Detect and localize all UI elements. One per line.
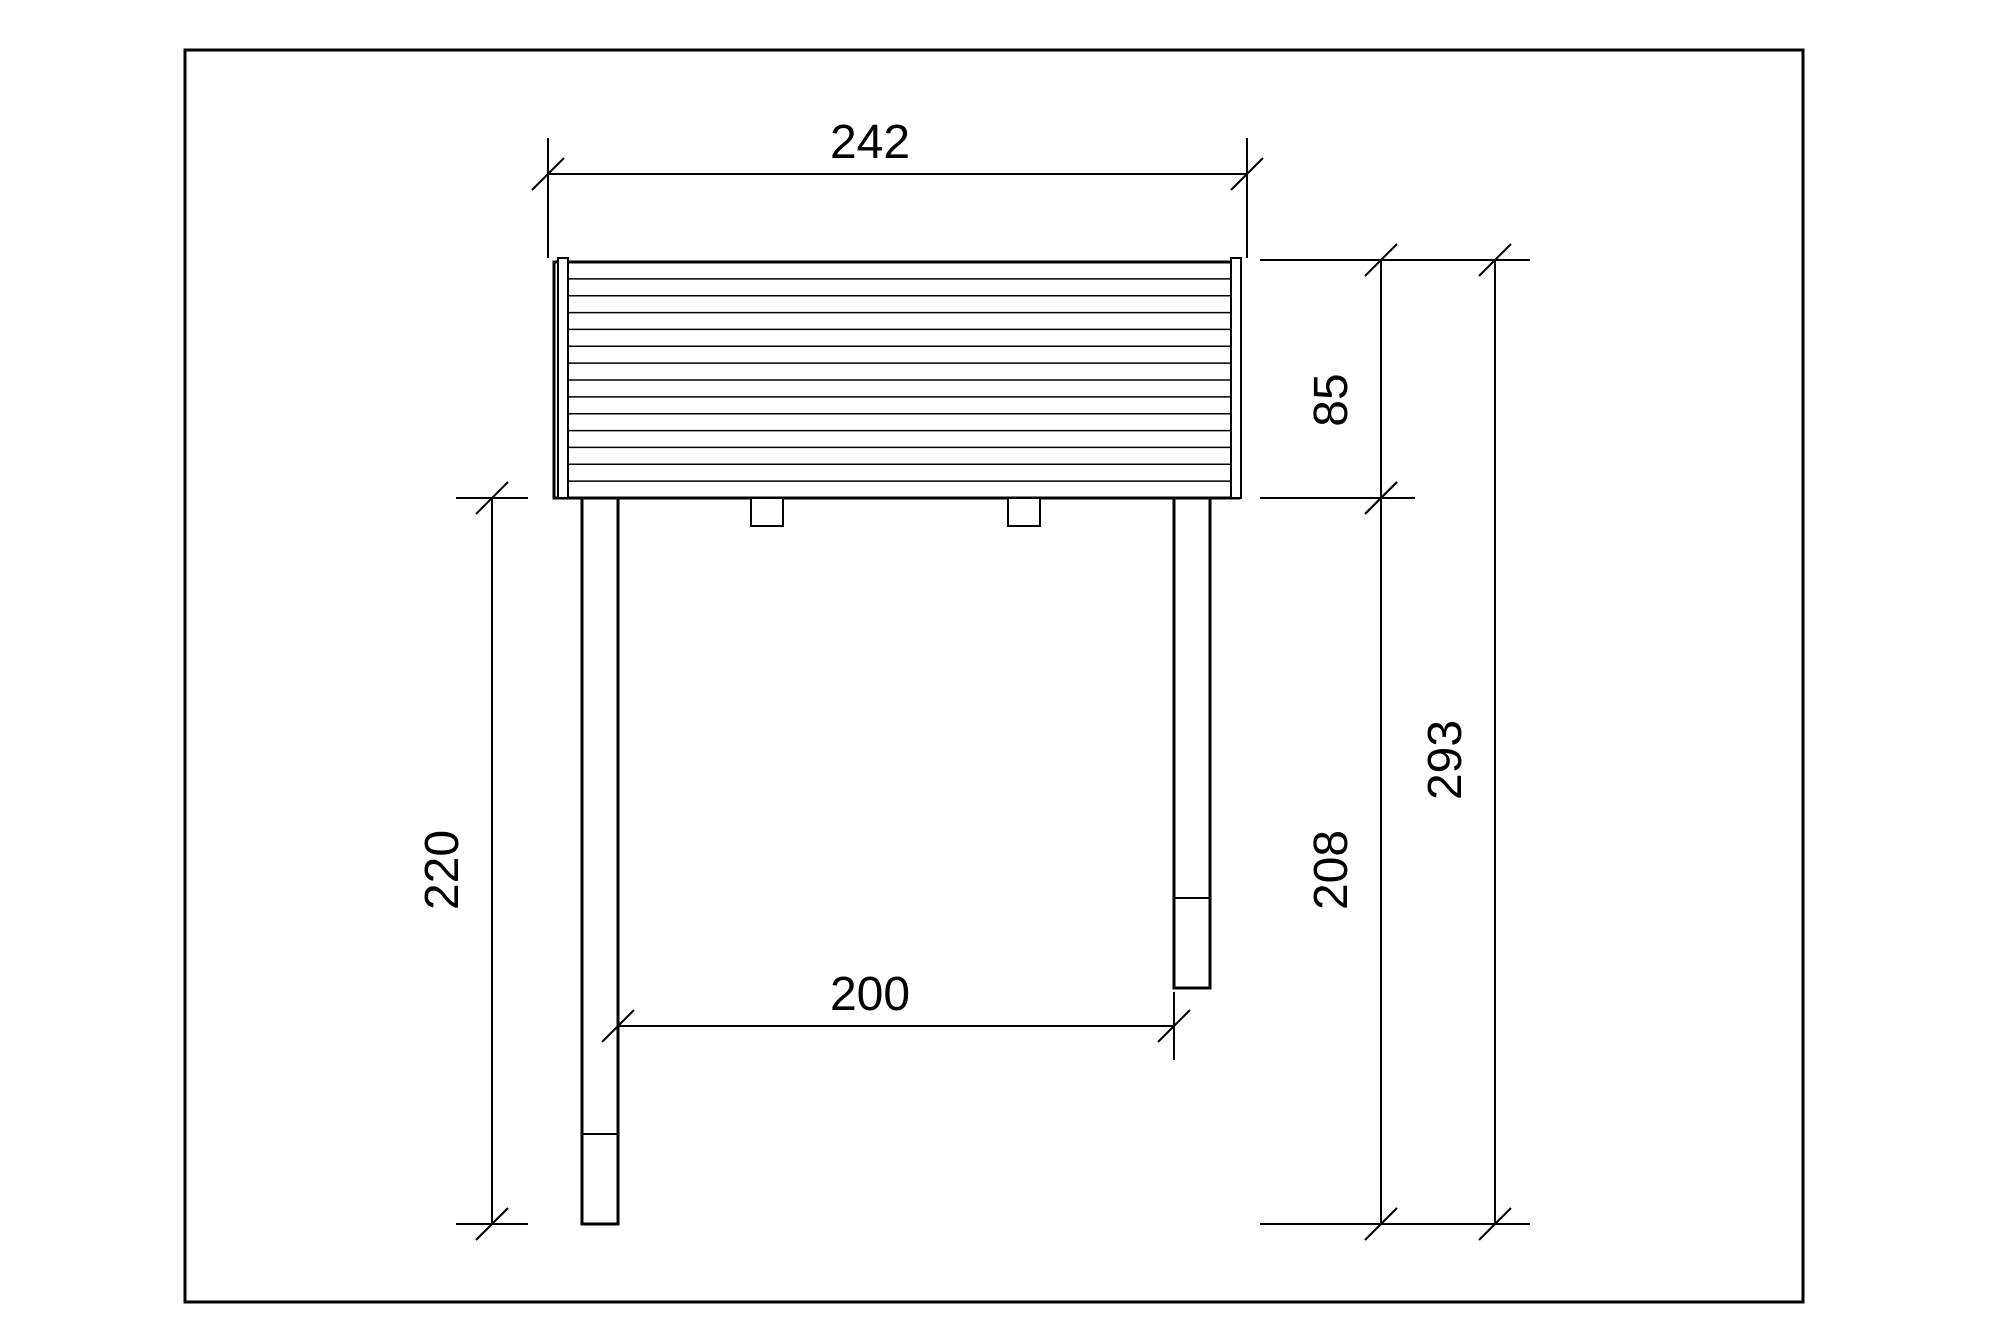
roof-panel	[554, 258, 1241, 498]
right-leg	[1174, 498, 1210, 988]
beam-brackets	[751, 498, 1040, 526]
dimension-label: 293	[1419, 720, 1472, 800]
drawing-frame	[185, 50, 1803, 1302]
dimension-label: 208	[1305, 830, 1358, 910]
dimension-label: 220	[416, 830, 469, 910]
dimension-height-293	[1260, 260, 1530, 1224]
dimension-label: 200	[830, 968, 910, 1021]
dimension-label: 85	[1305, 373, 1358, 426]
left-leg	[582, 498, 618, 1224]
dimension-label: 242	[830, 116, 910, 169]
